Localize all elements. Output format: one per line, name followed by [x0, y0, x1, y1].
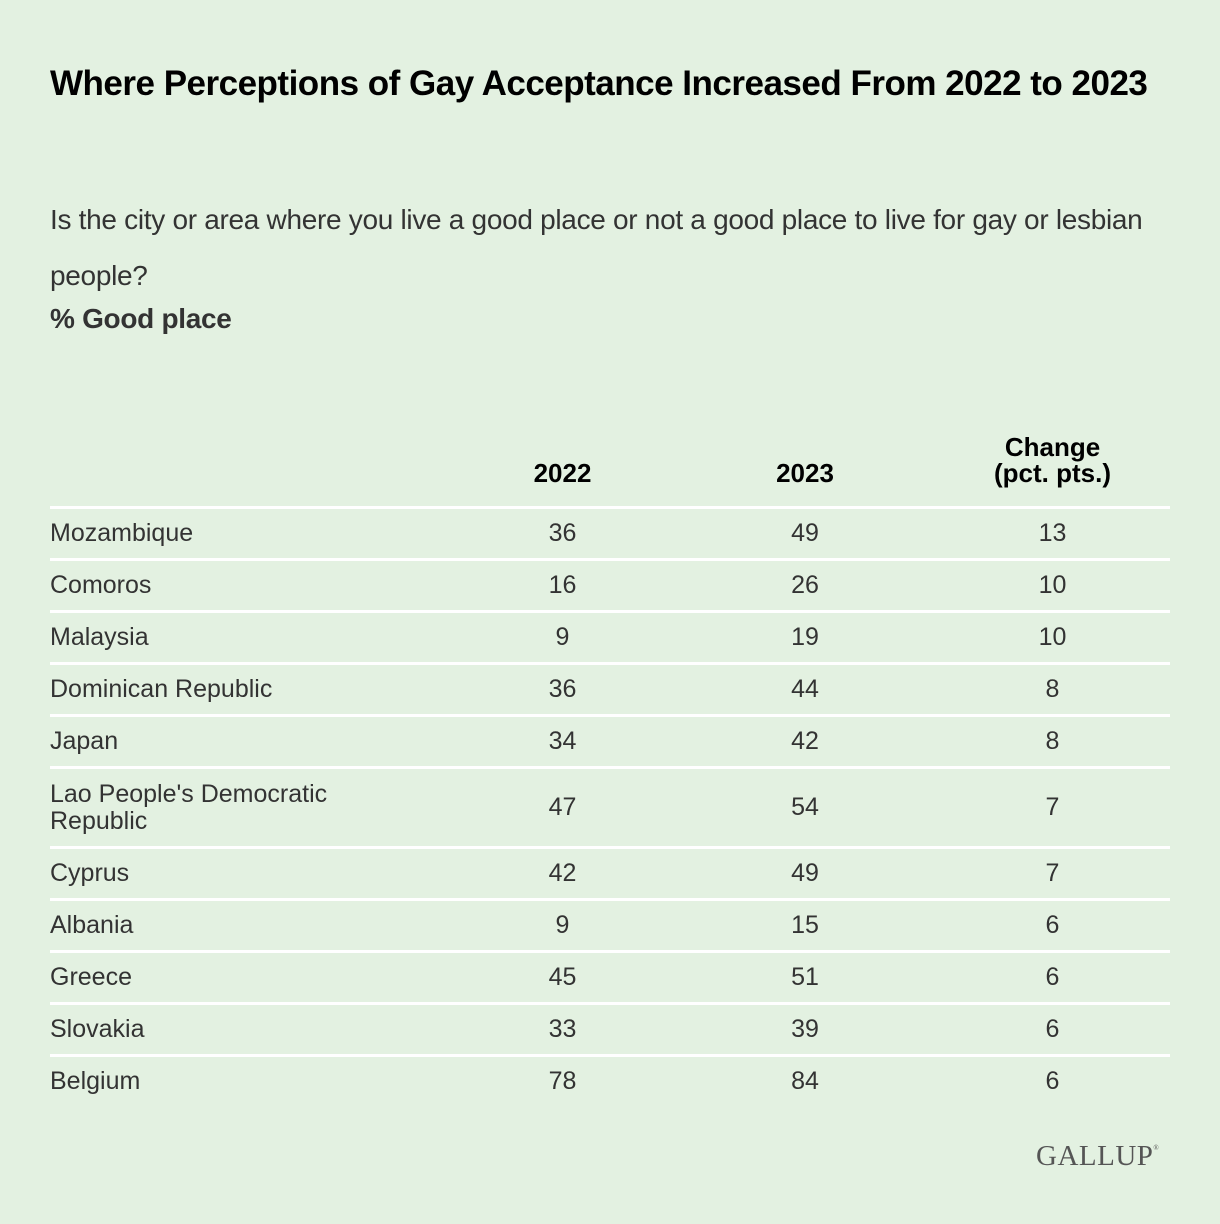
- value-2022-cell: 42: [548, 859, 577, 887]
- value-2023-cell: 42: [791, 727, 819, 755]
- value-2023-cell: 15: [791, 911, 819, 939]
- value-2023-cell: 39: [791, 1015, 819, 1043]
- change-cell: 7: [1045, 859, 1060, 887]
- table-row: Dominican Republic 36 44 8: [50, 665, 1170, 717]
- change-cell: 8: [1045, 727, 1060, 755]
- measure-label: % Good place: [50, 303, 232, 334]
- change-cell: 6: [1045, 1015, 1060, 1043]
- country-cell: Malaysia: [50, 623, 149, 651]
- value-2022-cell: 36: [548, 519, 577, 547]
- table-row: Slovakia 33 39 6: [50, 1005, 1170, 1057]
- country-cell: Japan: [50, 727, 119, 755]
- chart-title: Where Perceptions of Gay Acceptance Incr…: [50, 64, 1148, 103]
- chart-subtitle: Is the city or area where you live a goo…: [50, 204, 1143, 291]
- table-row: Cyprus 42 49 7: [50, 849, 1170, 901]
- change-cell: 8: [1045, 675, 1060, 703]
- header-2022: 2022: [533, 458, 592, 488]
- value-2023-cell: 49: [791, 859, 819, 887]
- value-2023-cell: 19: [791, 623, 819, 651]
- change-cell: 6: [1045, 911, 1060, 939]
- registered-mark: ®: [1153, 1144, 1160, 1152]
- country-cell: Lao People's Democratic Republic: [50, 779, 328, 835]
- value-2023-cell: 49: [791, 519, 819, 547]
- change-cell: 6: [1045, 963, 1060, 991]
- logo-text: GALLUP: [1036, 1140, 1154, 1172]
- value-2022-cell: 9: [555, 623, 570, 651]
- value-2022-cell: 33: [548, 1015, 577, 1043]
- change-cell: 13: [1038, 519, 1067, 547]
- table-body: Mozambique 36 49 13 Comoros 16 26 10 Malaysia 9 19…: [50, 509, 1170, 1106]
- data-table: 2022 2023 Change (pct. pts.) Mozambique 3…: [50, 420, 1170, 1106]
- value-2022-cell: 47: [548, 793, 577, 821]
- value-2022-cell: 16: [548, 571, 577, 599]
- value-2022-cell: 36: [548, 675, 577, 703]
- country-cell: Cyprus: [50, 859, 130, 887]
- gallup-logo: GALLUP®: [1036, 1140, 1159, 1173]
- value-2023-cell: 51: [791, 963, 819, 991]
- value-2022-cell: 9: [555, 911, 570, 939]
- country-cell: Dominican Republic: [50, 675, 273, 703]
- change-cell: 6: [1045, 1067, 1060, 1095]
- value-2023-cell: 26: [791, 571, 819, 599]
- value-2023-cell: 54: [791, 793, 819, 821]
- header-country: [50, 486, 450, 506]
- table-header: 2022 2023 Change (pct. pts.): [50, 420, 1170, 509]
- value-2023-cell: 84: [791, 1067, 819, 1095]
- country-cell: Greece: [50, 963, 132, 991]
- value-2023-cell: 44: [791, 675, 819, 703]
- value-2022-cell: 34: [548, 727, 577, 755]
- header-change: Change (pct. pts.): [994, 432, 1111, 488]
- country-cell: Slovakia: [50, 1015, 145, 1043]
- value-2022-cell: 78: [548, 1067, 577, 1095]
- table-row: Lao People's Democratic Republic 47 54 7: [50, 769, 1170, 849]
- change-cell: 10: [1038, 571, 1067, 599]
- header-2023: 2023: [776, 458, 834, 488]
- country-cell: Belgium: [50, 1067, 141, 1095]
- table-row: Mozambique 36 49 13: [50, 509, 1170, 561]
- table-row: Belgium 78 84 6: [50, 1057, 1170, 1106]
- country-cell: Albania: [50, 911, 134, 939]
- change-cell: 7: [1045, 793, 1060, 821]
- country-cell: Mozambique: [50, 519, 194, 547]
- table-row: Japan 34 42 8: [50, 717, 1170, 769]
- country-cell: Comoros: [50, 571, 152, 599]
- table-row: Albania 9 15 6: [50, 901, 1170, 953]
- table-row: Comoros 16 26 10: [50, 561, 1170, 613]
- table-row: Greece 45 51 6: [50, 953, 1170, 1005]
- change-cell: 10: [1038, 623, 1067, 651]
- value-2022-cell: 45: [548, 963, 577, 991]
- table-row: Malaysia 9 19 10: [50, 613, 1170, 665]
